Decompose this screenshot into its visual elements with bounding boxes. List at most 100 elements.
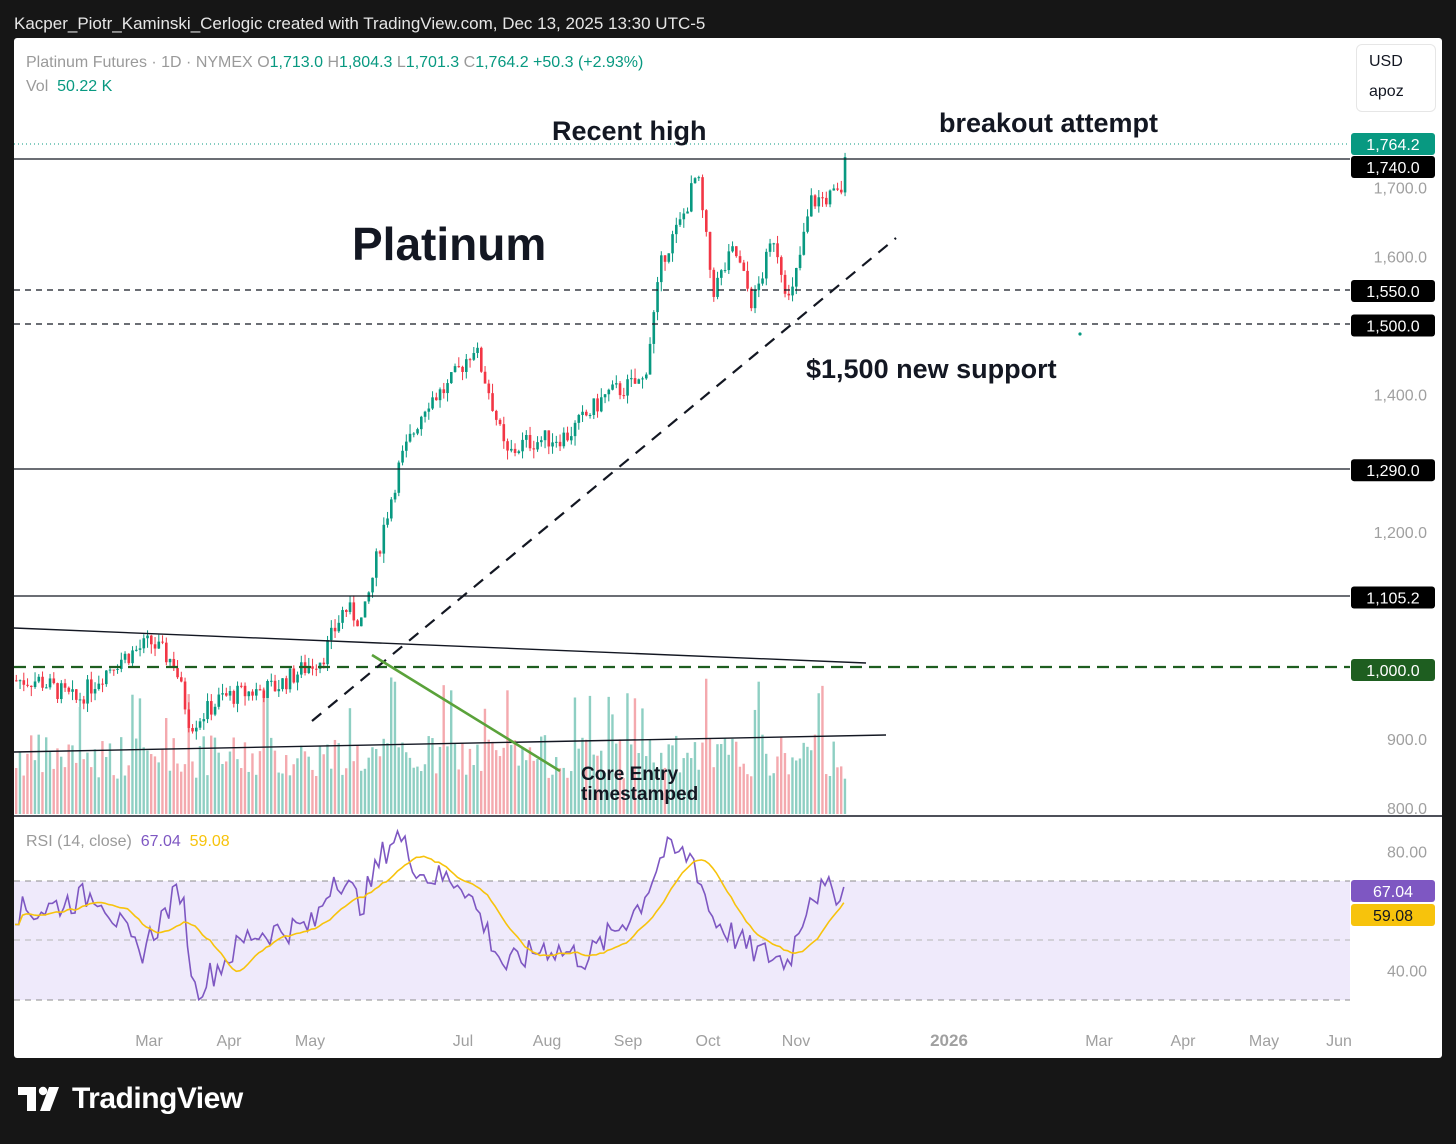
candle-body (630, 378, 633, 380)
rsi-ma-line (15, 855, 845, 973)
candle-body (300, 662, 303, 675)
volume-bar (37, 734, 40, 814)
volume-bar (168, 770, 172, 814)
annotation-core-entry-1: Core Entry (581, 764, 679, 785)
candle-body (240, 685, 243, 687)
candle-body (52, 678, 56, 684)
volume-bar (273, 750, 277, 814)
volume-bar (555, 757, 558, 814)
trendline-dashed-support (311, 237, 897, 722)
volume-bar (551, 774, 554, 814)
price-chart-svg[interactable]: Platinum Recent high breakout attempt $1… (14, 38, 1442, 1058)
candle-body (93, 689, 97, 694)
volume-bar (618, 739, 622, 814)
volume-bar (622, 778, 625, 814)
volume-bar (787, 774, 790, 814)
volume-bar (765, 753, 768, 814)
price-label-text: 1,550.0 (1366, 284, 1419, 301)
volume-bar (780, 737, 783, 814)
time-tick-label: May (1249, 1033, 1279, 1050)
time-axis-ticks: Mar Apr May Jul Aug Sep Oct Nov 2026 Mar Apr May Jun (135, 1031, 1352, 1050)
candle-body (656, 282, 659, 313)
volume-bar (386, 743, 389, 814)
volume-bar (303, 751, 307, 814)
volume-bar (356, 745, 359, 814)
volume-bar (495, 750, 498, 814)
volume-bar (502, 747, 505, 814)
candle-body (798, 254, 802, 268)
volume-bar (547, 777, 550, 814)
volume-bars (15, 677, 847, 814)
volume-bar (686, 752, 689, 814)
candle-body (742, 262, 746, 271)
candle-body (671, 234, 674, 254)
volume-bar (56, 748, 59, 814)
candle-body (712, 269, 716, 297)
volume-bar (348, 708, 352, 814)
volume-bar (262, 688, 265, 814)
core-entry-pointer-line (371, 653, 561, 773)
stray-dot (1078, 332, 1082, 336)
volume-bar (438, 746, 442, 814)
volume-bar (371, 747, 374, 814)
candle-body (618, 383, 622, 396)
volume-bar (318, 746, 322, 814)
candle-body (720, 270, 723, 278)
candle-body (322, 662, 326, 665)
time-tick-label: Apr (217, 1033, 243, 1050)
volume-bar (596, 755, 599, 814)
volume-bar (270, 737, 273, 814)
volume-bar (491, 741, 494, 814)
volume-bar (311, 769, 314, 814)
volume-bar (690, 758, 693, 814)
candle-body (716, 277, 719, 297)
volume-bar (742, 763, 745, 814)
candle-body (228, 691, 232, 696)
volume-bar (813, 734, 817, 814)
candle-body (840, 189, 843, 193)
candle-body (431, 397, 434, 409)
price-tick-label: 800.0 (1387, 801, 1427, 818)
candle-body (776, 243, 779, 258)
currency-unit-selector[interactable]: USD apoz (1356, 44, 1436, 112)
candle-body (817, 197, 821, 207)
volume-bar (510, 745, 513, 814)
volume-bar (232, 737, 235, 814)
volume-bar (330, 768, 333, 814)
candle-body (686, 211, 689, 214)
candle-body (480, 347, 483, 372)
candle-body (746, 270, 749, 289)
candle-body (176, 668, 179, 678)
candle-body (307, 666, 311, 674)
volume-bar (427, 736, 430, 814)
candle-body (210, 701, 213, 715)
volume-bar (708, 738, 712, 814)
volume-bar (435, 773, 438, 814)
time-tick-label: Apr (1171, 1033, 1197, 1050)
candle-body (607, 389, 611, 395)
candle-body (495, 410, 498, 420)
time-tick-label: Jul (453, 1033, 473, 1050)
candle-body (393, 492, 397, 500)
tradingview-brand[interactable]: TradingView (18, 1082, 243, 1116)
candle-body (277, 689, 281, 692)
volume-bar (26, 753, 29, 814)
unit-label[interactable]: apoz (1369, 83, 1404, 100)
volume-bar (423, 764, 427, 814)
chart-panel[interactable]: Platinum Recent high breakout attempt $1… (14, 38, 1442, 1058)
candle-body (540, 440, 543, 443)
candle-body (457, 366, 461, 368)
candle-body (690, 183, 693, 212)
price-axis-ticks: 900.0 1,200.0 1,400.0 1,600.0 1,700.0 800.0 (1374, 181, 1427, 818)
candle-body (123, 653, 127, 660)
candle-body (472, 353, 476, 360)
volume-bar (810, 750, 813, 814)
volume-bar (138, 698, 142, 814)
currency-label[interactable]: USD (1369, 53, 1403, 70)
candle-body (513, 448, 517, 453)
volume-bar (93, 749, 97, 814)
chart-title: Platinum (352, 218, 546, 270)
candle-body (558, 441, 562, 447)
volume-bar (615, 743, 618, 814)
candle-body (765, 251, 768, 279)
